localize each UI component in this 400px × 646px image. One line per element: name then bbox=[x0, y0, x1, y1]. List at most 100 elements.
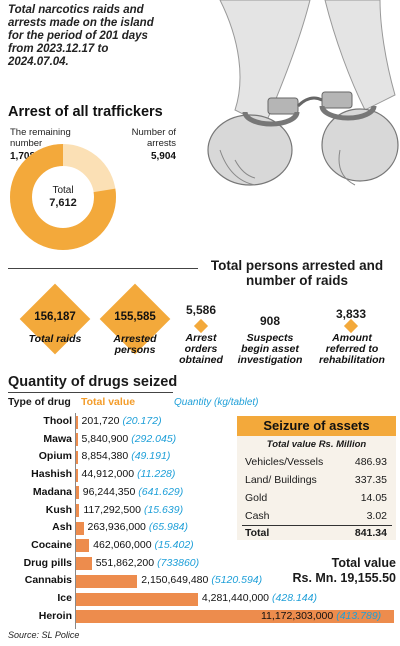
drug-name: Mawa bbox=[43, 432, 72, 445]
drug-quantity: (428.144) bbox=[272, 592, 317, 604]
drug-name: Thool bbox=[43, 415, 72, 427]
drug-name: Ice bbox=[57, 592, 72, 604]
handcuffed-hands-illustration bbox=[207, 0, 399, 186]
drug-value-label: 8,854,380 (49.191) bbox=[82, 450, 171, 462]
drug-bar bbox=[76, 433, 78, 447]
donut-total-label: Total bbox=[52, 185, 74, 196]
drug-bar bbox=[76, 592, 198, 606]
drug-name: Cocaine bbox=[31, 538, 72, 551]
arrests-value: 5,904 bbox=[150, 151, 176, 162]
drug-name: Drug pills bbox=[23, 556, 72, 569]
drug-value-label: 462,060,000 (15.402) bbox=[93, 539, 194, 551]
seizure-row-value: 486.93 bbox=[354, 456, 387, 468]
drug-quantity: (49.191) bbox=[131, 450, 171, 463]
drug-total-value: 44,912,000 bbox=[81, 468, 135, 481]
header-drug-type: Type of drug bbox=[8, 396, 71, 408]
seizure-total-row: Total 841.34 bbox=[245, 527, 391, 539]
drug-bar bbox=[76, 574, 138, 588]
seizure-subtitle: Total value Rs. Million bbox=[266, 439, 367, 450]
seizure-row: Cash 3.02 bbox=[245, 510, 391, 522]
raids-divider bbox=[8, 268, 198, 269]
drug-total-value: 8,854,380 bbox=[81, 450, 129, 463]
seizure-total-value: 841.34 bbox=[354, 527, 387, 539]
header-quantity: Quantity (kg/tablet) bbox=[174, 397, 259, 408]
drug-total-value: 462,060,000 bbox=[93, 538, 152, 551]
drug-total-value: 263,936,000 bbox=[87, 521, 146, 534]
drug-value-label: 117,292,500 (15.639) bbox=[83, 504, 183, 516]
drug-total-value: 4,281,440,000 bbox=[201, 592, 270, 604]
drug-total-value: 11,172,303,000 bbox=[261, 609, 334, 622]
drug-value-label: 2,150,649,480 (5120.594) bbox=[141, 574, 262, 586]
seizure-row-label: Cash bbox=[245, 510, 270, 522]
orders-value: 5,586 bbox=[185, 303, 217, 317]
drugs-section-title: Quantity of drugs seized bbox=[8, 374, 178, 390]
remaining-label: The remaining number bbox=[10, 127, 71, 149]
arrested-persons-label: Arrested persons bbox=[113, 333, 157, 356]
arrests-label: Number of arrests bbox=[131, 127, 176, 149]
drug-quantity: (5120.594) bbox=[211, 574, 263, 587]
drug-bar bbox=[76, 504, 80, 517]
drug-quantity: (11.228) bbox=[137, 468, 176, 481]
suspects-value: 908 bbox=[259, 314, 281, 328]
drug-value-label: 263,936,000 (65.984) bbox=[88, 521, 189, 533]
seizure-divider bbox=[242, 525, 392, 526]
drug-value-label: 96,244,350 (641.629) bbox=[83, 486, 184, 498]
drug-quantity: (15.639) bbox=[143, 503, 184, 516]
seizure-row: Vehicles/Vessels 486.93 bbox=[245, 456, 391, 468]
rehab-value: 3,833 bbox=[335, 307, 367, 321]
seizure-row-label: Vehicles/Vessels bbox=[245, 456, 324, 468]
total-raids-label: Total raids bbox=[28, 333, 82, 345]
intro-text: Total narcotics raids and arrests made o… bbox=[8, 4, 154, 68]
drug-name: Ash bbox=[52, 521, 72, 534]
drug-total-value: 117,292,500 bbox=[83, 503, 141, 516]
drug-total-value: 551,862,200 bbox=[95, 556, 155, 569]
seizure-panel bbox=[237, 416, 396, 540]
arrested-persons-value: 155,585 bbox=[114, 311, 156, 323]
donut-total-value: 7,612 bbox=[49, 197, 77, 209]
drug-total-value: 5,840,900 bbox=[81, 432, 129, 445]
drug-value-label: 4,281,440,000 (428.144) bbox=[202, 592, 317, 604]
drug-total-value: 96,244,350 bbox=[82, 485, 136, 498]
source-note: Source: SL Police bbox=[8, 630, 80, 640]
seizure-row-label: Gold bbox=[245, 492, 268, 504]
drug-quantity: (641.629) bbox=[138, 485, 184, 498]
seizure-title: Seizure of assets bbox=[237, 416, 396, 436]
remaining-value: 1,708 bbox=[10, 151, 36, 162]
drug-quantity: (15.402) bbox=[154, 538, 194, 551]
drug-name: Kush bbox=[45, 503, 72, 516]
drug-bar bbox=[76, 521, 84, 535]
drug-bar bbox=[76, 557, 92, 571]
arrest-donut-chart bbox=[10, 144, 116, 250]
overall-total-value: Rs. Mn. 19,155.50 bbox=[292, 571, 396, 585]
arrests-segment bbox=[10, 144, 116, 250]
seizure-row-label: Land/ Buildings bbox=[245, 474, 317, 486]
drug-bar bbox=[76, 450, 78, 464]
arrest-section-title: Arrest of all traffickers bbox=[8, 104, 163, 120]
drug-value-label: 551,862,200 (733860) bbox=[96, 557, 199, 569]
drug-total-value: 201,720 bbox=[81, 415, 120, 427]
drug-quantity: (292.045) bbox=[131, 432, 177, 445]
drugs-divider bbox=[8, 392, 173, 393]
total-raids-badge: 156,187 bbox=[19, 283, 91, 355]
seizure-row-value: 14.05 bbox=[360, 492, 387, 504]
drug-name: Madana bbox=[32, 485, 72, 498]
drug-name: Hashish bbox=[31, 468, 72, 481]
drug-value-label: 201,720 (20.172) bbox=[82, 415, 162, 427]
suspects-label: Suspects begin asset investigation bbox=[237, 332, 303, 366]
header-total-value: Total value bbox=[81, 396, 136, 408]
drug-bar bbox=[76, 468, 78, 482]
bar-axis bbox=[75, 413, 76, 629]
seizure-row-value: 3.02 bbox=[366, 510, 387, 522]
arrested-persons-badge: 155,585 bbox=[99, 283, 171, 355]
seizure-row-value: 337.35 bbox=[354, 474, 387, 486]
drug-quantity: (413.789) bbox=[336, 609, 382, 622]
drug-total-value: 2,150,649,480 bbox=[141, 574, 209, 587]
drug-value-label: 11,172,303,000 (413.789) bbox=[261, 610, 381, 622]
total-raids-value: 156,187 bbox=[34, 311, 76, 323]
drug-bar bbox=[76, 486, 79, 500]
orders-label: Arrest orders obtained bbox=[179, 332, 223, 366]
drug-value-label: 5,840,900 (292.045) bbox=[82, 433, 177, 445]
seizure-row: Gold 14.05 bbox=[245, 492, 391, 504]
drug-quantity: (20.172) bbox=[122, 415, 162, 427]
rehab-diamond bbox=[343, 318, 359, 334]
